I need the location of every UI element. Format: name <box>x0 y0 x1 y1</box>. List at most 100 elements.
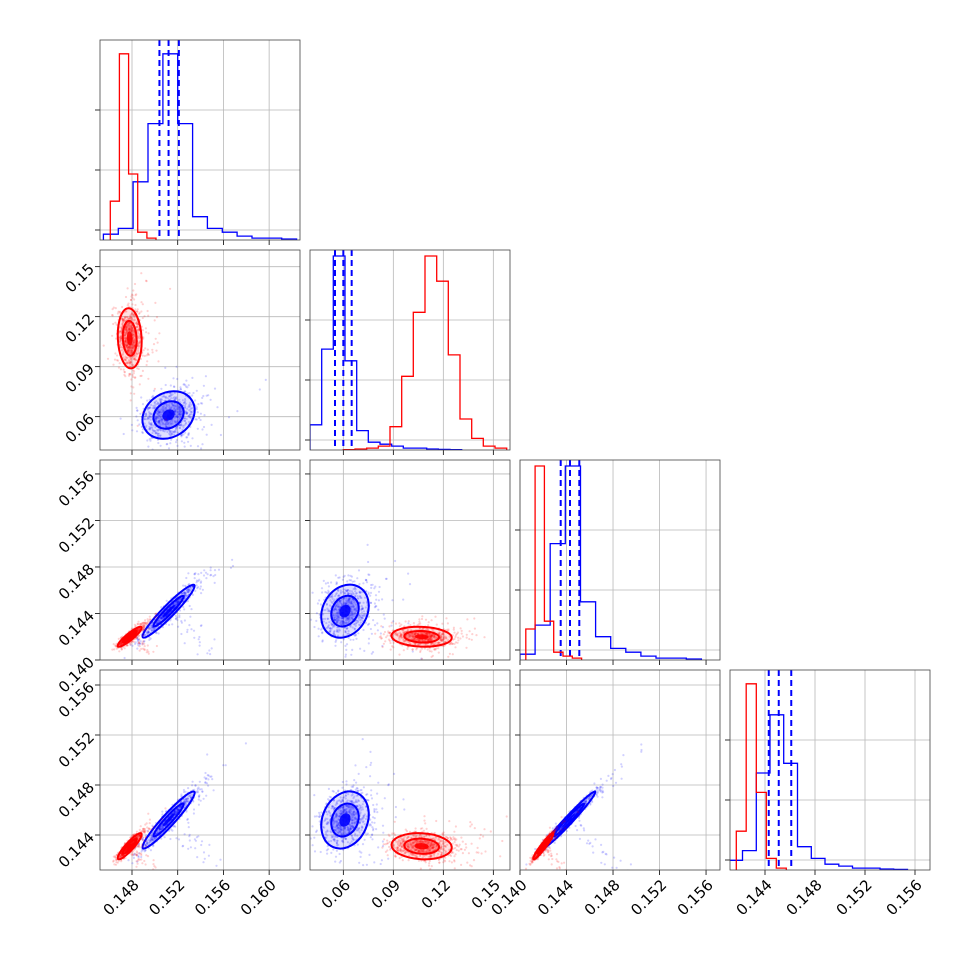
scatter-point <box>180 804 183 808</box>
scatter-point <box>326 581 330 585</box>
scatter-point <box>149 422 152 425</box>
scatter-point <box>129 643 132 646</box>
scatter-point <box>445 617 448 620</box>
scatter-point <box>321 591 324 594</box>
scatter-point <box>430 642 433 646</box>
scatter-point <box>153 615 156 619</box>
scatter-point <box>128 317 131 320</box>
scatter-point <box>459 637 462 640</box>
scatter-point <box>121 319 124 322</box>
scatter-point <box>311 591 314 594</box>
scatter-point <box>183 441 186 444</box>
scatter-point <box>345 596 348 600</box>
scatter-point <box>341 617 344 620</box>
scatter-point <box>208 843 211 847</box>
scatter-point <box>190 608 193 611</box>
scatter-point <box>127 349 130 352</box>
scatter-point <box>187 797 190 800</box>
scatter-point <box>129 345 132 348</box>
scatter-point <box>334 613 337 617</box>
scatter-point <box>173 385 176 388</box>
scatter-point <box>156 412 159 415</box>
scatter-point <box>176 600 179 603</box>
scatter-point <box>345 643 349 646</box>
panel-frame <box>99 249 301 451</box>
scatter-point <box>409 624 412 627</box>
scatter-point <box>188 403 191 406</box>
scatter-point <box>374 594 378 597</box>
scatter-point <box>174 405 177 408</box>
scatter-point <box>166 442 169 446</box>
scatter-point <box>359 619 362 622</box>
scatter-point <box>197 798 200 801</box>
scatter-point <box>396 634 399 637</box>
scatter-point <box>411 635 414 638</box>
scatter-point <box>187 590 191 593</box>
scatter-point <box>161 813 164 816</box>
contour-core <box>162 409 175 421</box>
scatter-point <box>427 639 430 642</box>
scatter-point <box>420 617 424 621</box>
scatter-point <box>147 619 150 622</box>
scatter-point <box>138 638 141 641</box>
scatter-point <box>138 627 141 631</box>
scatter-point <box>163 399 166 402</box>
scatter-point <box>355 619 358 622</box>
scatter-point <box>134 303 137 307</box>
scatter-point <box>428 632 431 635</box>
scatter-point <box>433 635 436 638</box>
scatter-point <box>185 412 188 415</box>
scatter-point <box>347 619 350 622</box>
scatter-point <box>133 318 136 321</box>
scatter-point <box>201 428 204 431</box>
scatter-point <box>157 408 160 411</box>
scatter-point <box>146 829 150 832</box>
scatter-point <box>373 587 376 590</box>
scatter-point <box>440 639 444 643</box>
scatter-point <box>415 648 418 651</box>
scatter-point <box>126 343 129 346</box>
scatter-point <box>191 437 194 440</box>
scatter-point <box>187 590 190 593</box>
scatter-point <box>147 838 150 842</box>
scatter-point <box>156 428 159 431</box>
scatter-point <box>335 609 338 612</box>
x-tick-label: 0.152 <box>145 876 188 919</box>
scatter-point <box>434 615 437 618</box>
scatter-point <box>189 413 192 416</box>
scatter-point <box>388 625 391 628</box>
scatter-point <box>354 595 357 598</box>
scatter-point <box>123 334 126 337</box>
scatter-point <box>146 360 149 363</box>
scatter-point <box>180 440 183 443</box>
scatter-point <box>170 438 173 441</box>
scatter-point <box>124 358 127 361</box>
scatter-point <box>199 799 202 802</box>
scatter-point <box>130 329 133 332</box>
scatter-point <box>319 628 323 631</box>
scatter-point <box>201 588 204 591</box>
scatter-point <box>353 599 356 602</box>
scatter-point <box>143 850 146 853</box>
scatter-point <box>174 409 177 412</box>
scatter-point <box>428 636 431 639</box>
scatter-point <box>390 624 393 627</box>
scatter-point <box>432 629 435 632</box>
scatter-point <box>213 638 216 641</box>
scatter-point <box>149 418 152 421</box>
scatter-point <box>146 631 149 634</box>
scatter-point <box>184 417 187 420</box>
scatter-point <box>123 340 126 343</box>
scatter-point <box>131 326 134 329</box>
scatter-point <box>201 402 204 405</box>
scatter-point <box>328 621 331 624</box>
scatter-point <box>421 627 424 630</box>
scatter-point <box>328 610 331 613</box>
scatter-point <box>317 627 320 630</box>
scatter-point <box>119 311 122 314</box>
scatter-point <box>196 445 200 448</box>
x-tick-label: 0.156 <box>191 876 234 919</box>
scatter-point <box>129 399 132 402</box>
scatter-point <box>144 619 147 622</box>
